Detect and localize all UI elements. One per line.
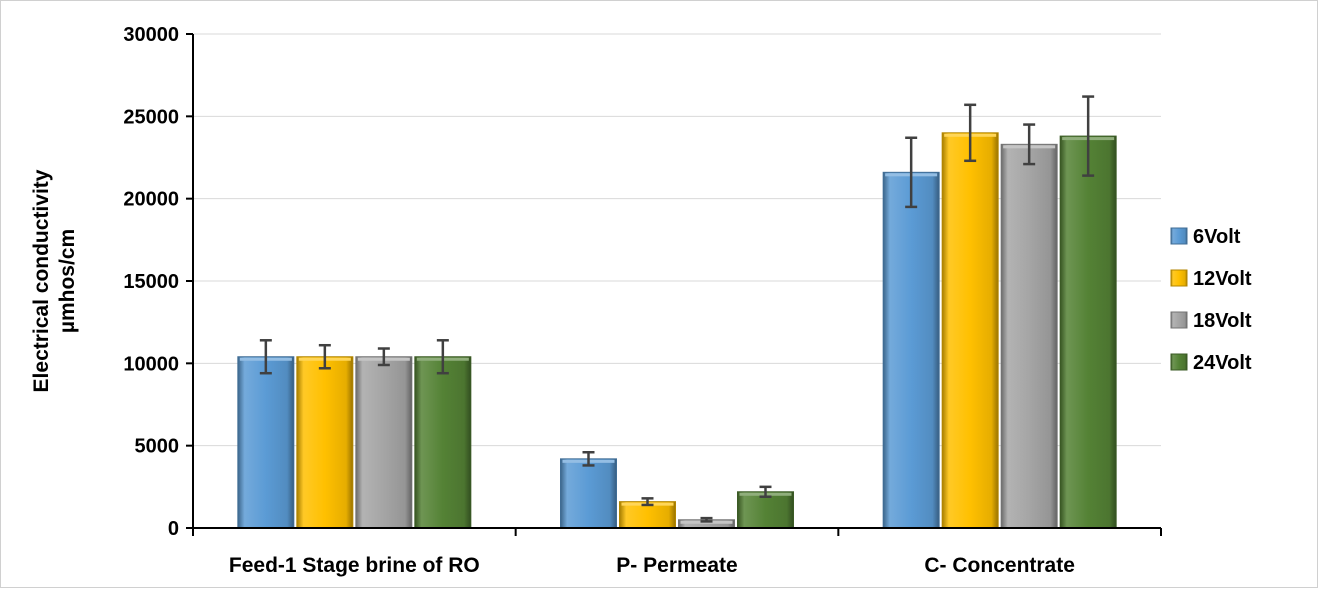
bar-12Volt-2 xyxy=(619,501,676,529)
bars xyxy=(237,95,1117,529)
axes xyxy=(186,33,1162,536)
y-tick-label: 5000 xyxy=(135,436,180,458)
legend-label-18Volt: 18Volt xyxy=(1193,310,1252,332)
y-tick-label: 10000 xyxy=(123,353,179,375)
legend-label-6Volt: 6Volt xyxy=(1193,226,1241,248)
legend-label-12Volt: 12Volt xyxy=(1193,268,1252,290)
x-category-label: Feed-1 Stage brine of RO xyxy=(229,554,480,577)
y-axis-title-line: µmhos/cm xyxy=(56,229,79,333)
legend-swatch-24Volt xyxy=(1170,353,1188,371)
y-tick-label: 25000 xyxy=(123,106,179,128)
legend-swatch-6Volt xyxy=(1170,227,1188,245)
legend-swatch-12Volt xyxy=(1170,269,1188,287)
bar-6Volt-3 xyxy=(882,171,940,529)
legend-label-24Volt: 24Volt xyxy=(1193,352,1252,374)
y-tick-label: 20000 xyxy=(123,189,179,211)
legend-swatch-18Volt xyxy=(1170,311,1188,329)
bar-12Volt-1 xyxy=(296,356,354,529)
bar-6Volt-1 xyxy=(237,356,295,529)
y-axis-title: Electrical conductivity µmhos/cm xyxy=(30,169,79,392)
y-tick-label: 0 xyxy=(168,518,179,540)
bar-12Volt-3 xyxy=(941,132,999,529)
y-tick-label: 15000 xyxy=(123,271,179,293)
grid-lines xyxy=(193,33,1161,447)
x-category-label: P- Permeate xyxy=(616,554,737,577)
bar-18Volt-3 xyxy=(1000,143,1058,529)
legend: 6Volt 12Volt 18Volt 24Volt xyxy=(1170,226,1252,374)
y-axis-title-line: Electrical conductivity xyxy=(30,169,53,392)
bar-18Volt-1 xyxy=(355,356,413,529)
bar-6Volt-2 xyxy=(560,458,617,529)
bar-24Volt-1 xyxy=(414,356,472,529)
axis-labels: 0 5000 10000 15000 20000 25000 30000 Feed-1 Sta… xyxy=(30,24,1075,577)
bar-24Volt-3 xyxy=(1059,135,1117,529)
y-tick-label: 30000 xyxy=(123,24,179,46)
x-category-label: C- Concentrate xyxy=(924,554,1075,577)
